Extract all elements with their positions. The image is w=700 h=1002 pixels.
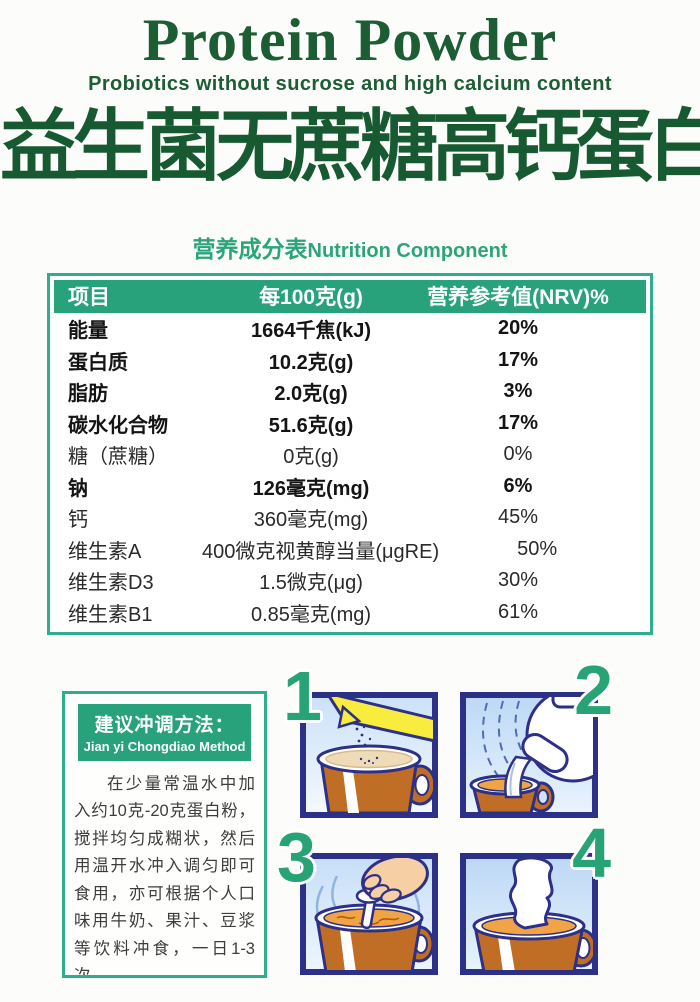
table-row-sugar: 糖（蔗糖） 0克(g) 0% <box>54 438 646 471</box>
product-title-zh: 益生菌无蔗糖高钙蛋白粉 <box>0 102 700 190</box>
nutrition-heading-en: Nutrition Component <box>307 239 508 262</box>
table-row-calcium: 钙 360毫克(mg) 45% <box>54 501 646 534</box>
step-3-stir: 3 <box>277 822 439 976</box>
method-title-band: 建议冲调方法： Jian yi Chongdiao Method <box>78 703 251 761</box>
step-number-4: 4 <box>572 813 611 892</box>
hand <box>361 857 429 904</box>
nutrition-table: 项目 每100克(g) 营养参考值(NRV)% 能量 1664千焦(kJ) 20… <box>47 272 653 635</box>
col-header-per100g: 每100克(g) <box>259 286 363 310</box>
table-row-vitamin-d3: 维生素D3 1.5微克(μg) 30% <box>54 564 646 597</box>
stir-mug-with-spoon-icon <box>300 852 438 975</box>
nutrition-heading: 营养成分表Nutrition Component <box>0 230 700 264</box>
col-header-nrv: 营养参考值(NRV)% <box>427 286 609 310</box>
method-body-zh: 在少量常温水中加入约10克-20克蛋白粉，搅拌均匀成糊状，然后用温开水冲入调匀即… <box>74 774 255 978</box>
package-label: Protein Powder Probiotics without sucros… <box>0 10 700 1002</box>
step-2-pour-water: 2 <box>459 655 613 819</box>
steam-dashes <box>482 700 524 778</box>
table-row-vitamin-a: 维生素A 400微克视黄醇当量(μgRE) 50% <box>54 533 646 565</box>
nutrition-heading-zh: 营养成分表 <box>192 235 308 262</box>
powder-on-surface <box>359 756 379 764</box>
nutrition-table-header: 项目 每100克(g) 营养参考值(NRV)% <box>54 279 646 313</box>
bottom-section: 建议冲调方法： Jian yi Chongdiao Method 在少量常温水中… <box>0 655 700 978</box>
steaming-mug-ready-icon <box>460 852 598 975</box>
product-subtitle-en: Probiotics without sucrose and high calc… <box>88 73 612 95</box>
product-title-en: Protein Powder <box>142 7 558 73</box>
table-row-carbohydrate: 碳水化合物 51.6克(g) 17% <box>54 407 646 439</box>
step-number-2: 2 <box>574 650 613 729</box>
table-row-protein: 蛋白质 10.2克(g) 17% <box>54 344 646 376</box>
pour-hot-water-from-kettle-icon <box>460 691 598 818</box>
table-row-fat: 脂肪 2.0克(g) 3% <box>54 375 646 408</box>
step-1-pour-powder: 1 <box>283 661 439 819</box>
col-header-item: 项目 <box>68 286 110 310</box>
preparation-method-box: 建议冲调方法： Jian yi Chongdiao Method 在少量常温水中… <box>62 690 267 978</box>
preparation-steps-grid: 1 <box>277 655 613 976</box>
step-4-ready: 4 <box>459 818 611 976</box>
step-number-1: 1 <box>283 656 322 735</box>
kettle-spout <box>521 732 569 773</box>
water-stream <box>504 755 534 799</box>
pour-powder-sachet-into-mug-icon <box>300 691 438 818</box>
method-title-en: Jian yi Chongdiao Method <box>83 738 246 754</box>
step-number-3: 3 <box>277 817 316 896</box>
table-row-energy: 能量 1664千焦(kJ) 20% <box>54 312 646 345</box>
table-row-sodium: 钠 126毫克(mg) 6% <box>54 470 646 502</box>
steam-plume <box>509 857 554 930</box>
label-header: Protein Powder Probiotics without sucros… <box>0 10 700 190</box>
method-title-zh: 建议冲调方法： <box>94 714 235 736</box>
table-row-vitamin-b1: 维生素B1 0.85毫克(mg) 61% <box>54 596 646 628</box>
